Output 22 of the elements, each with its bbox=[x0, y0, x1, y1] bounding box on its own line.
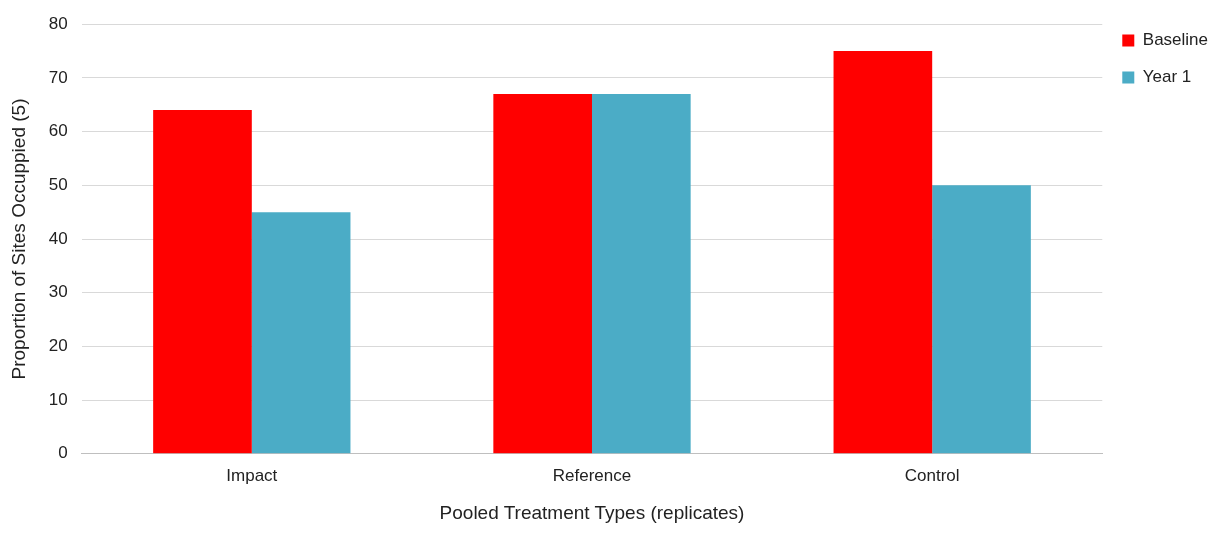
y-tick-label: 80 bbox=[48, 13, 68, 33]
x-tick-label: Control bbox=[904, 465, 960, 485]
y-tick-label: 60 bbox=[48, 121, 68, 141]
y-tick-label: 70 bbox=[48, 67, 68, 87]
y-tick-label: 10 bbox=[48, 389, 68, 409]
x-tick-label: Reference bbox=[552, 465, 632, 485]
y-tick-label: 50 bbox=[48, 174, 68, 194]
y-tick-label: 20 bbox=[48, 336, 68, 356]
legend-label: Baseline bbox=[1142, 30, 1209, 50]
y-tick-label: 30 bbox=[48, 282, 68, 302]
x-tick-label: Impact bbox=[226, 465, 278, 485]
bar bbox=[153, 110, 252, 454]
y-axis-title: Proportion of Sites Occuppied (5) bbox=[7, 98, 29, 380]
bar bbox=[251, 212, 351, 454]
bar bbox=[493, 94, 592, 454]
bar bbox=[833, 51, 933, 454]
legend-label: Year 1 bbox=[1142, 67, 1192, 87]
bar bbox=[932, 185, 1031, 454]
x-axis-title: Pooled Treatment Types (replicates) bbox=[439, 501, 745, 523]
y-tick-label: 0 bbox=[58, 443, 68, 463]
y-tick-label: 40 bbox=[48, 228, 68, 248]
bar bbox=[592, 94, 691, 454]
